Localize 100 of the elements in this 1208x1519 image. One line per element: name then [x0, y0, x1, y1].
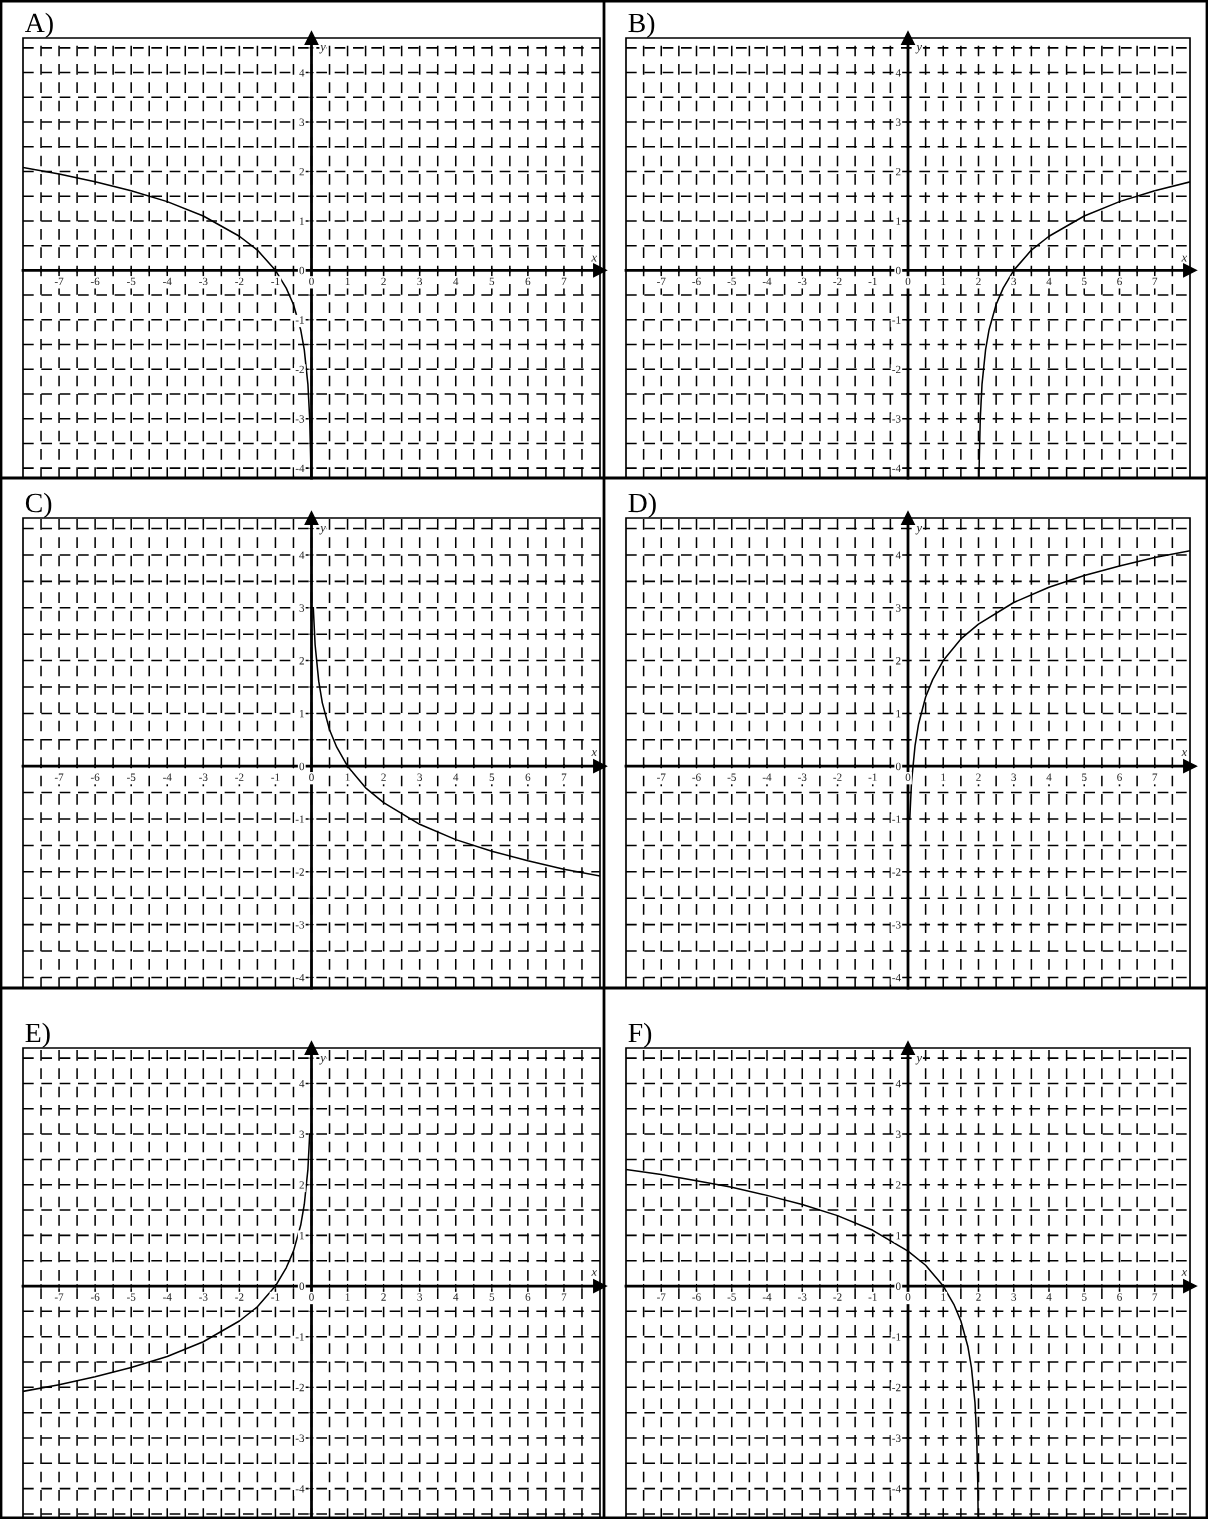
x-tick-label: 5 — [1082, 277, 1087, 286]
y-tick-label: 2 — [895, 167, 901, 176]
y-axis-title: y — [915, 1056, 923, 1065]
x-axis-title: x — [1181, 255, 1188, 262]
x-tick-label: -2 — [833, 277, 842, 286]
x-tick-label: 1 — [941, 277, 946, 286]
x-tick-label: 1 — [941, 773, 946, 781]
y-tick-label: 2 — [895, 1181, 901, 1189]
y-tick-label: 0 — [895, 762, 901, 771]
y-tick-label: 3 — [896, 118, 901, 127]
x-tick-label: -7 — [657, 773, 666, 781]
x-tick-label: 0 — [309, 773, 314, 781]
x-tick-label: 7 — [1152, 1293, 1158, 1301]
x-tick-label: 6 — [1117, 773, 1122, 781]
x-tick-label: -4 — [762, 773, 772, 781]
x-tick-label: 5 — [1082, 773, 1087, 781]
x-tick-label: 3 — [1011, 277, 1017, 286]
x-tick-label: 5 — [489, 773, 495, 781]
y-tick-label: 3 — [896, 1130, 901, 1139]
chart-title: B) — [628, 12, 655, 38]
y-tick-label: -1 — [892, 1333, 901, 1341]
y-tick-label: -2 — [892, 868, 901, 876]
x-tick-label: -3 — [199, 773, 208, 781]
x-tick-label: 7 — [561, 773, 567, 781]
x-tick-label: -5 — [126, 277, 136, 286]
x-tick-label: 6 — [525, 1293, 531, 1301]
x-tick-label: -2 — [235, 277, 244, 286]
x-tick-label: -4 — [163, 773, 172, 781]
x-axis-title: x — [1181, 750, 1188, 757]
x-tick-label: 3 — [417, 1293, 423, 1301]
x-tick-label: 2 — [976, 277, 981, 286]
y-tick-label: -1 — [892, 815, 901, 823]
y-tick-label: -1 — [295, 1333, 304, 1341]
x-tick-label: -4 — [163, 1293, 172, 1301]
x-tick-label: -7 — [657, 277, 666, 286]
x-tick-label: -6 — [90, 277, 100, 286]
y-tick-label: -1 — [295, 316, 304, 324]
y-tick-label: -4 — [295, 973, 305, 982]
x-tick-label: 6 — [525, 277, 531, 286]
x-tick-label: 0 — [309, 277, 314, 286]
y-tick-label: 2 — [895, 657, 901, 665]
x-tick-label: -4 — [762, 277, 772, 286]
x-tick-label: 7 — [1152, 277, 1158, 286]
x-tick-label: -2 — [235, 773, 244, 781]
y-tick-label: -3 — [892, 1434, 901, 1442]
x-tick-label: -4 — [762, 1293, 772, 1301]
y-tick-label: 3 — [896, 604, 901, 612]
chart-title: A) — [25, 12, 53, 38]
chart-title: C) — [25, 492, 52, 518]
y-tick-label: -4 — [892, 464, 901, 472]
y-tick-label: 1 — [896, 1231, 901, 1240]
x-tick-label: -5 — [727, 277, 736, 286]
x-tick-label: -5 — [126, 1293, 136, 1301]
x-tick-label: -6 — [692, 277, 701, 286]
x-tick-label: 1 — [345, 1293, 350, 1301]
x-tick-label: -3 — [798, 1293, 807, 1301]
x-tick-label: 7 — [1152, 773, 1158, 781]
x-tick-label: 1 — [345, 277, 350, 286]
y-tick-label: 2 — [299, 167, 304, 176]
y-tick-label: 0 — [895, 266, 901, 275]
x-tick-label: -3 — [199, 1293, 208, 1301]
y-tick-label: 2 — [299, 657, 304, 665]
y-tick-label: 4 — [299, 1079, 305, 1088]
x-tick-label: 7 — [561, 277, 567, 286]
x-tick-label: -1 — [868, 277, 877, 286]
y-tick-label: 4 — [299, 551, 305, 559]
y-tick-label: 1 — [896, 709, 901, 718]
x-tick-label: -5 — [727, 773, 736, 781]
x-tick-label: 3 — [1011, 773, 1017, 781]
y-tick-label: 4 — [299, 69, 305, 77]
x-axis-title: x — [1181, 1270, 1188, 1276]
x-tick-label: 0 — [905, 1293, 911, 1301]
x-tick-label: -2 — [833, 773, 842, 781]
y-tick-label: -2 — [892, 1383, 901, 1392]
y-tick-label: -3 — [295, 415, 305, 423]
x-axis-title: x — [591, 255, 597, 262]
y-tick-label: 4 — [895, 551, 901, 559]
y-tick-label: -1 — [295, 815, 304, 823]
y-tick-label: -4 — [892, 973, 901, 982]
x-tick-label: 2 — [381, 277, 386, 286]
x-tick-label: 2 — [976, 773, 981, 781]
x-tick-label: -2 — [833, 1293, 842, 1301]
x-tick-label: -6 — [90, 773, 100, 781]
y-tick-label: -2 — [295, 365, 304, 374]
y-tick-label: 1 — [299, 1231, 304, 1240]
x-tick-label: -7 — [54, 1293, 64, 1301]
x-tick-label: 5 — [1082, 1293, 1087, 1301]
y-tick-label: 1 — [299, 709, 304, 718]
x-tick-label: -6 — [90, 1293, 100, 1301]
x-tick-label: -7 — [54, 277, 64, 286]
x-tick-label: 6 — [1117, 277, 1122, 286]
y-tick-label: -3 — [892, 921, 901, 929]
x-tick-label: -6 — [692, 773, 701, 781]
y-tick-label: 3 — [299, 604, 305, 612]
y-tick-label: -1 — [892, 316, 901, 324]
x-tick-label: -6 — [692, 1293, 701, 1301]
x-tick-label: 4 — [453, 773, 459, 781]
x-tick-label: -1 — [271, 1293, 280, 1301]
x-tick-label: -5 — [727, 1293, 736, 1301]
y-tick-label: -2 — [295, 1383, 304, 1392]
